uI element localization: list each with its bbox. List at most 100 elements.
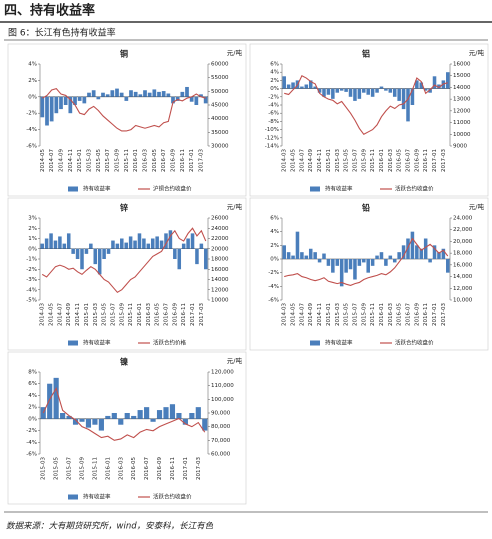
- x-tick-label: 2016-03: [388, 303, 394, 326]
- bar: [415, 80, 419, 89]
- y-tick-label: -5%: [26, 298, 37, 304]
- x-tick-label: 2014-09: [308, 149, 314, 172]
- y-tick-label: 8%: [28, 370, 37, 376]
- y2-tick-label: 45000: [211, 103, 229, 109]
- y-tick-label: 4%: [270, 70, 279, 76]
- bar: [163, 407, 169, 419]
- legend-swatch: [68, 186, 78, 192]
- x-tick-label: 2014-05: [291, 303, 297, 326]
- chart-title: 铜: [120, 49, 128, 59]
- y-tick-label: 6%: [270, 216, 279, 222]
- x-tick-label: 2014-09: [66, 303, 72, 326]
- y2-tick-label: 35000: [211, 130, 229, 136]
- x-tick-label: 2015-01: [326, 303, 332, 326]
- bar: [101, 92, 105, 97]
- x-tick-label: 2016-07: [161, 149, 167, 172]
- x-tick-label: 2016-03: [143, 149, 149, 172]
- bar: [169, 404, 176, 419]
- bar: [406, 88, 410, 122]
- y2-tick-label: 90,000: [211, 411, 231, 417]
- bar: [138, 94, 143, 97]
- y2-unit: 元/吨: [227, 356, 243, 365]
- chart-panel: 镍 元/吨 8% 6% 4% 2% 0% -2% -4% -6% 120,000 110,000 100…: [7, 351, 247, 505]
- bar: [146, 243, 151, 249]
- x-tick-label: 2016-09: [157, 457, 163, 480]
- bar: [168, 230, 173, 249]
- bar: [115, 243, 120, 249]
- y-tick-label: 0%: [28, 246, 37, 252]
- bar: [77, 96, 82, 101]
- x-tick-label: 2014-09: [308, 303, 314, 326]
- y2-tick-label: 60,000: [211, 452, 231, 458]
- bar: [353, 259, 357, 280]
- bar: [300, 86, 304, 89]
- bar: [133, 91, 138, 97]
- bar: [326, 259, 331, 266]
- bar: [313, 252, 317, 259]
- y2-tick-label: 10,000: [453, 298, 473, 304]
- bar: [375, 255, 379, 259]
- x-tick-label: 2015-05: [344, 303, 350, 326]
- y2-tick-label: 20000: [211, 246, 229, 252]
- bar: [202, 418, 208, 431]
- bar: [115, 88, 119, 97]
- x-tick-label: 2017-03: [199, 303, 205, 326]
- y-tick-label: -4%: [268, 284, 279, 290]
- bar: [110, 90, 115, 97]
- bar: [304, 84, 309, 89]
- bar: [96, 96, 101, 100]
- y-tick-label: -4%: [268, 103, 279, 109]
- bar: [124, 96, 129, 101]
- bar: [415, 245, 419, 259]
- x-tick-label: 2014-11: [68, 149, 74, 172]
- x-tick-label: 2015-11: [92, 457, 98, 480]
- legend-label: 持有收益率: [83, 185, 111, 193]
- bar: [304, 255, 309, 259]
- x-tick-label: 2015-07: [352, 303, 358, 326]
- y2-tick-label: 120,000: [211, 370, 234, 376]
- y-tick-label: -6%: [26, 452, 37, 458]
- bar: [428, 88, 432, 93]
- y-tick-label: 0%: [28, 416, 37, 422]
- bar: [164, 233, 168, 249]
- bar: [362, 259, 366, 263]
- bar: [152, 89, 157, 97]
- y-tick-label: -10%: [265, 127, 279, 133]
- bar: [437, 84, 441, 89]
- x-tick-label: 2016-05: [397, 303, 403, 326]
- y-tick-label: -1%: [26, 257, 37, 263]
- bar: [93, 248, 98, 265]
- line: [284, 237, 449, 286]
- chart-title: 铝: [362, 49, 370, 59]
- chart-panel: 锌 元/吨 3% 2% 1% 0% -1% -2% -3% -4% -5% 26000 24000 220…: [7, 197, 247, 351]
- bar: [370, 88, 375, 97]
- bar: [397, 252, 401, 259]
- y-tick-label: -6%: [268, 298, 279, 304]
- bar: [423, 88, 428, 91]
- y2-tick-label: 70,000: [211, 438, 231, 444]
- x-tick-label: 2014-07: [299, 303, 305, 326]
- x-tick-label: 2016-05: [155, 303, 161, 326]
- y2-tick-label: 12000: [211, 287, 229, 293]
- x-tick-label: 2015-05: [96, 149, 102, 172]
- bar: [199, 94, 203, 97]
- x-tick-label: 2015-09: [80, 457, 86, 480]
- bar: [339, 88, 344, 91]
- x-tick-label: 2014-03: [282, 303, 288, 326]
- bar: [339, 259, 344, 287]
- bar: [300, 252, 304, 259]
- y-tick-label: 6%: [28, 381, 37, 387]
- bar: [129, 90, 133, 97]
- bar: [375, 88, 379, 93]
- bar: [87, 92, 91, 97]
- bar: [282, 245, 286, 259]
- x-tick-label: 2014-11: [317, 303, 323, 326]
- y2-tick-label: 20,000: [453, 239, 473, 245]
- x-tick-label: 2015-09: [361, 303, 367, 326]
- x-tick-label: 2016-03: [388, 149, 394, 172]
- chart-title: 锌: [120, 203, 128, 213]
- bar: [410, 88, 415, 105]
- panel-border: [249, 43, 489, 197]
- bar: [173, 248, 177, 259]
